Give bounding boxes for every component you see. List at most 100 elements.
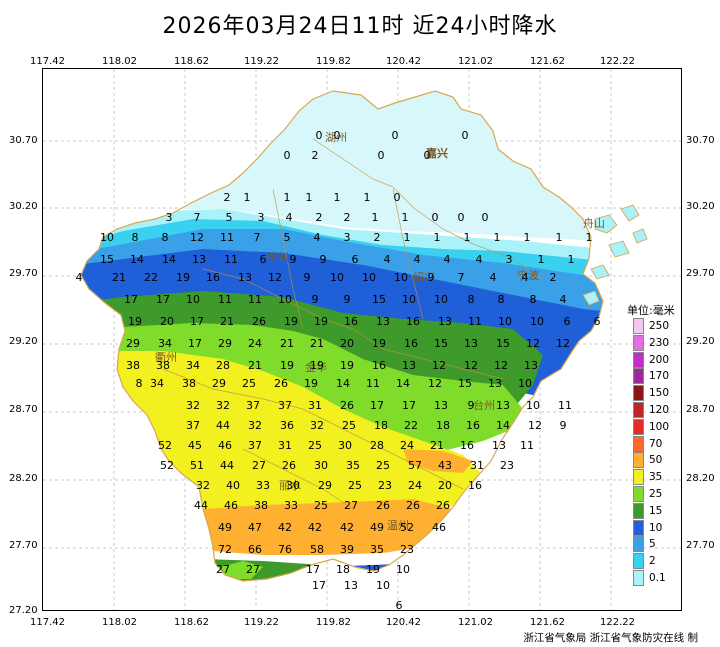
station-value: 1 xyxy=(306,191,313,204)
station-value: 39 xyxy=(340,543,354,556)
station-value: 38 xyxy=(156,359,170,372)
station-value: 10 xyxy=(530,315,544,328)
station-value: 35 xyxy=(370,543,384,556)
legend-label: 70 xyxy=(649,437,663,450)
station-value: 30 xyxy=(286,479,300,492)
legend-swatch xyxy=(633,570,644,586)
station-value: 38 xyxy=(182,377,196,390)
station-value: 11 xyxy=(366,377,380,390)
station-value: 4 xyxy=(444,253,451,266)
station-value: 26 xyxy=(282,459,296,472)
station-value: 25 xyxy=(242,377,256,390)
legend-label: 200 xyxy=(649,353,670,366)
station-value: 17 xyxy=(312,579,326,592)
x-tick-label: 119.82 xyxy=(316,617,351,628)
station-value: 29 xyxy=(212,377,226,390)
city-label-ningbo: 宁波 xyxy=(517,268,539,282)
station-value: 51 xyxy=(190,459,204,472)
station-value: 12 xyxy=(190,231,204,244)
station-value: 10 xyxy=(498,315,512,328)
station-value: 15 xyxy=(496,337,510,350)
station-value: 4 xyxy=(76,271,83,284)
station-value: 7 xyxy=(254,231,261,244)
station-value: 28 xyxy=(216,359,230,372)
station-value: 14 xyxy=(496,419,510,432)
x-tick-label: 118.02 xyxy=(102,56,137,67)
station-value: 45 xyxy=(188,439,202,452)
station-value: 2 xyxy=(224,191,231,204)
legend-label: 10 xyxy=(649,521,663,534)
station-value: 12 xyxy=(464,359,478,372)
station-value: 14 xyxy=(336,377,350,390)
station-value: 29 xyxy=(126,337,140,350)
station-value: 42 xyxy=(308,521,322,534)
station-value: 46 xyxy=(224,499,238,512)
station-value: 13 xyxy=(402,359,416,372)
y-tick-label: 30.70 xyxy=(686,135,715,146)
station-value: 32 xyxy=(310,419,324,432)
legend-swatch xyxy=(633,318,644,334)
legend-swatch xyxy=(633,536,644,553)
legend-swatch xyxy=(633,418,644,435)
station-value: 1 xyxy=(586,231,593,244)
station-value: 9 xyxy=(428,271,435,284)
city-label-hangzhou: 杭州 xyxy=(267,250,289,264)
station-value: 76 xyxy=(278,543,292,556)
station-value: 44 xyxy=(216,419,230,432)
station-value: 38 xyxy=(126,359,140,372)
station-value: 32 xyxy=(186,399,200,412)
station-value: 2 xyxy=(312,149,319,162)
station-values: 0 0 0 00 2 0 02 1 1 1 1 1 03 7 5 3 4 2 2 1 1 0 0 010 8 8 12 11 7 5 4 3 2… xyxy=(76,129,601,610)
station-value: 40 xyxy=(226,479,240,492)
city-label-wenzhou: 温州 xyxy=(387,519,409,532)
station-value: 19 xyxy=(176,271,190,284)
legend-swatch xyxy=(633,351,644,368)
x-tick-label: 119.22 xyxy=(244,56,279,67)
station-value: 16 xyxy=(372,359,386,372)
legend-swatch xyxy=(633,435,644,452)
x-tick-label: 118.02 xyxy=(102,617,137,628)
station-value: 18 xyxy=(374,419,388,432)
station-value: 1 xyxy=(434,231,441,244)
station-value: 37 xyxy=(186,419,200,432)
station-value: 19 xyxy=(366,563,380,576)
station-value: 5 xyxy=(284,231,291,244)
station-value: 10 xyxy=(186,293,200,306)
station-value: 9 xyxy=(560,419,567,432)
station-value: 26 xyxy=(340,399,354,412)
station-value: 8 xyxy=(136,377,143,390)
station-value: 46 xyxy=(432,521,446,534)
station-value: 24 xyxy=(248,337,262,350)
station-value: 17 xyxy=(370,399,384,412)
station-value: 6 xyxy=(260,253,267,266)
y-tick-label: 29.70 xyxy=(9,268,38,279)
zhoushan-islands xyxy=(582,204,648,306)
map-title: 2026年03月24日11时 近24小时降水 xyxy=(162,14,558,39)
legend-label: 120 xyxy=(649,404,670,416)
station-value: 58 xyxy=(310,543,324,556)
station-value: 5 xyxy=(226,211,233,224)
station-value: 25 xyxy=(342,419,356,432)
station-value: 10 xyxy=(518,377,532,390)
station-value: 1 xyxy=(524,231,531,244)
station-value: 30 xyxy=(338,439,352,452)
station-value: 10 xyxy=(100,231,114,244)
x-tick-label: 118.62 xyxy=(174,56,209,67)
station-value: 8 xyxy=(468,293,475,306)
station-value: 44 xyxy=(220,459,234,472)
y-tick-label: 27.20 xyxy=(9,605,38,616)
station-value: 25 xyxy=(308,439,322,452)
legend-label: 170 xyxy=(649,370,670,383)
station-value: 20 xyxy=(340,337,354,350)
station-value: 4 xyxy=(384,253,391,266)
x-tick-label: 119.82 xyxy=(316,56,351,67)
station-value: 8 xyxy=(132,231,139,244)
station-value: 1 xyxy=(284,191,291,204)
station-value: 4 xyxy=(560,293,567,306)
station-value: 13 xyxy=(434,399,448,412)
y-tick-label: 27.70 xyxy=(9,540,38,551)
station-value: 13 xyxy=(496,399,510,412)
station-value: 4 xyxy=(522,271,529,284)
station-value: 0 xyxy=(392,129,399,142)
